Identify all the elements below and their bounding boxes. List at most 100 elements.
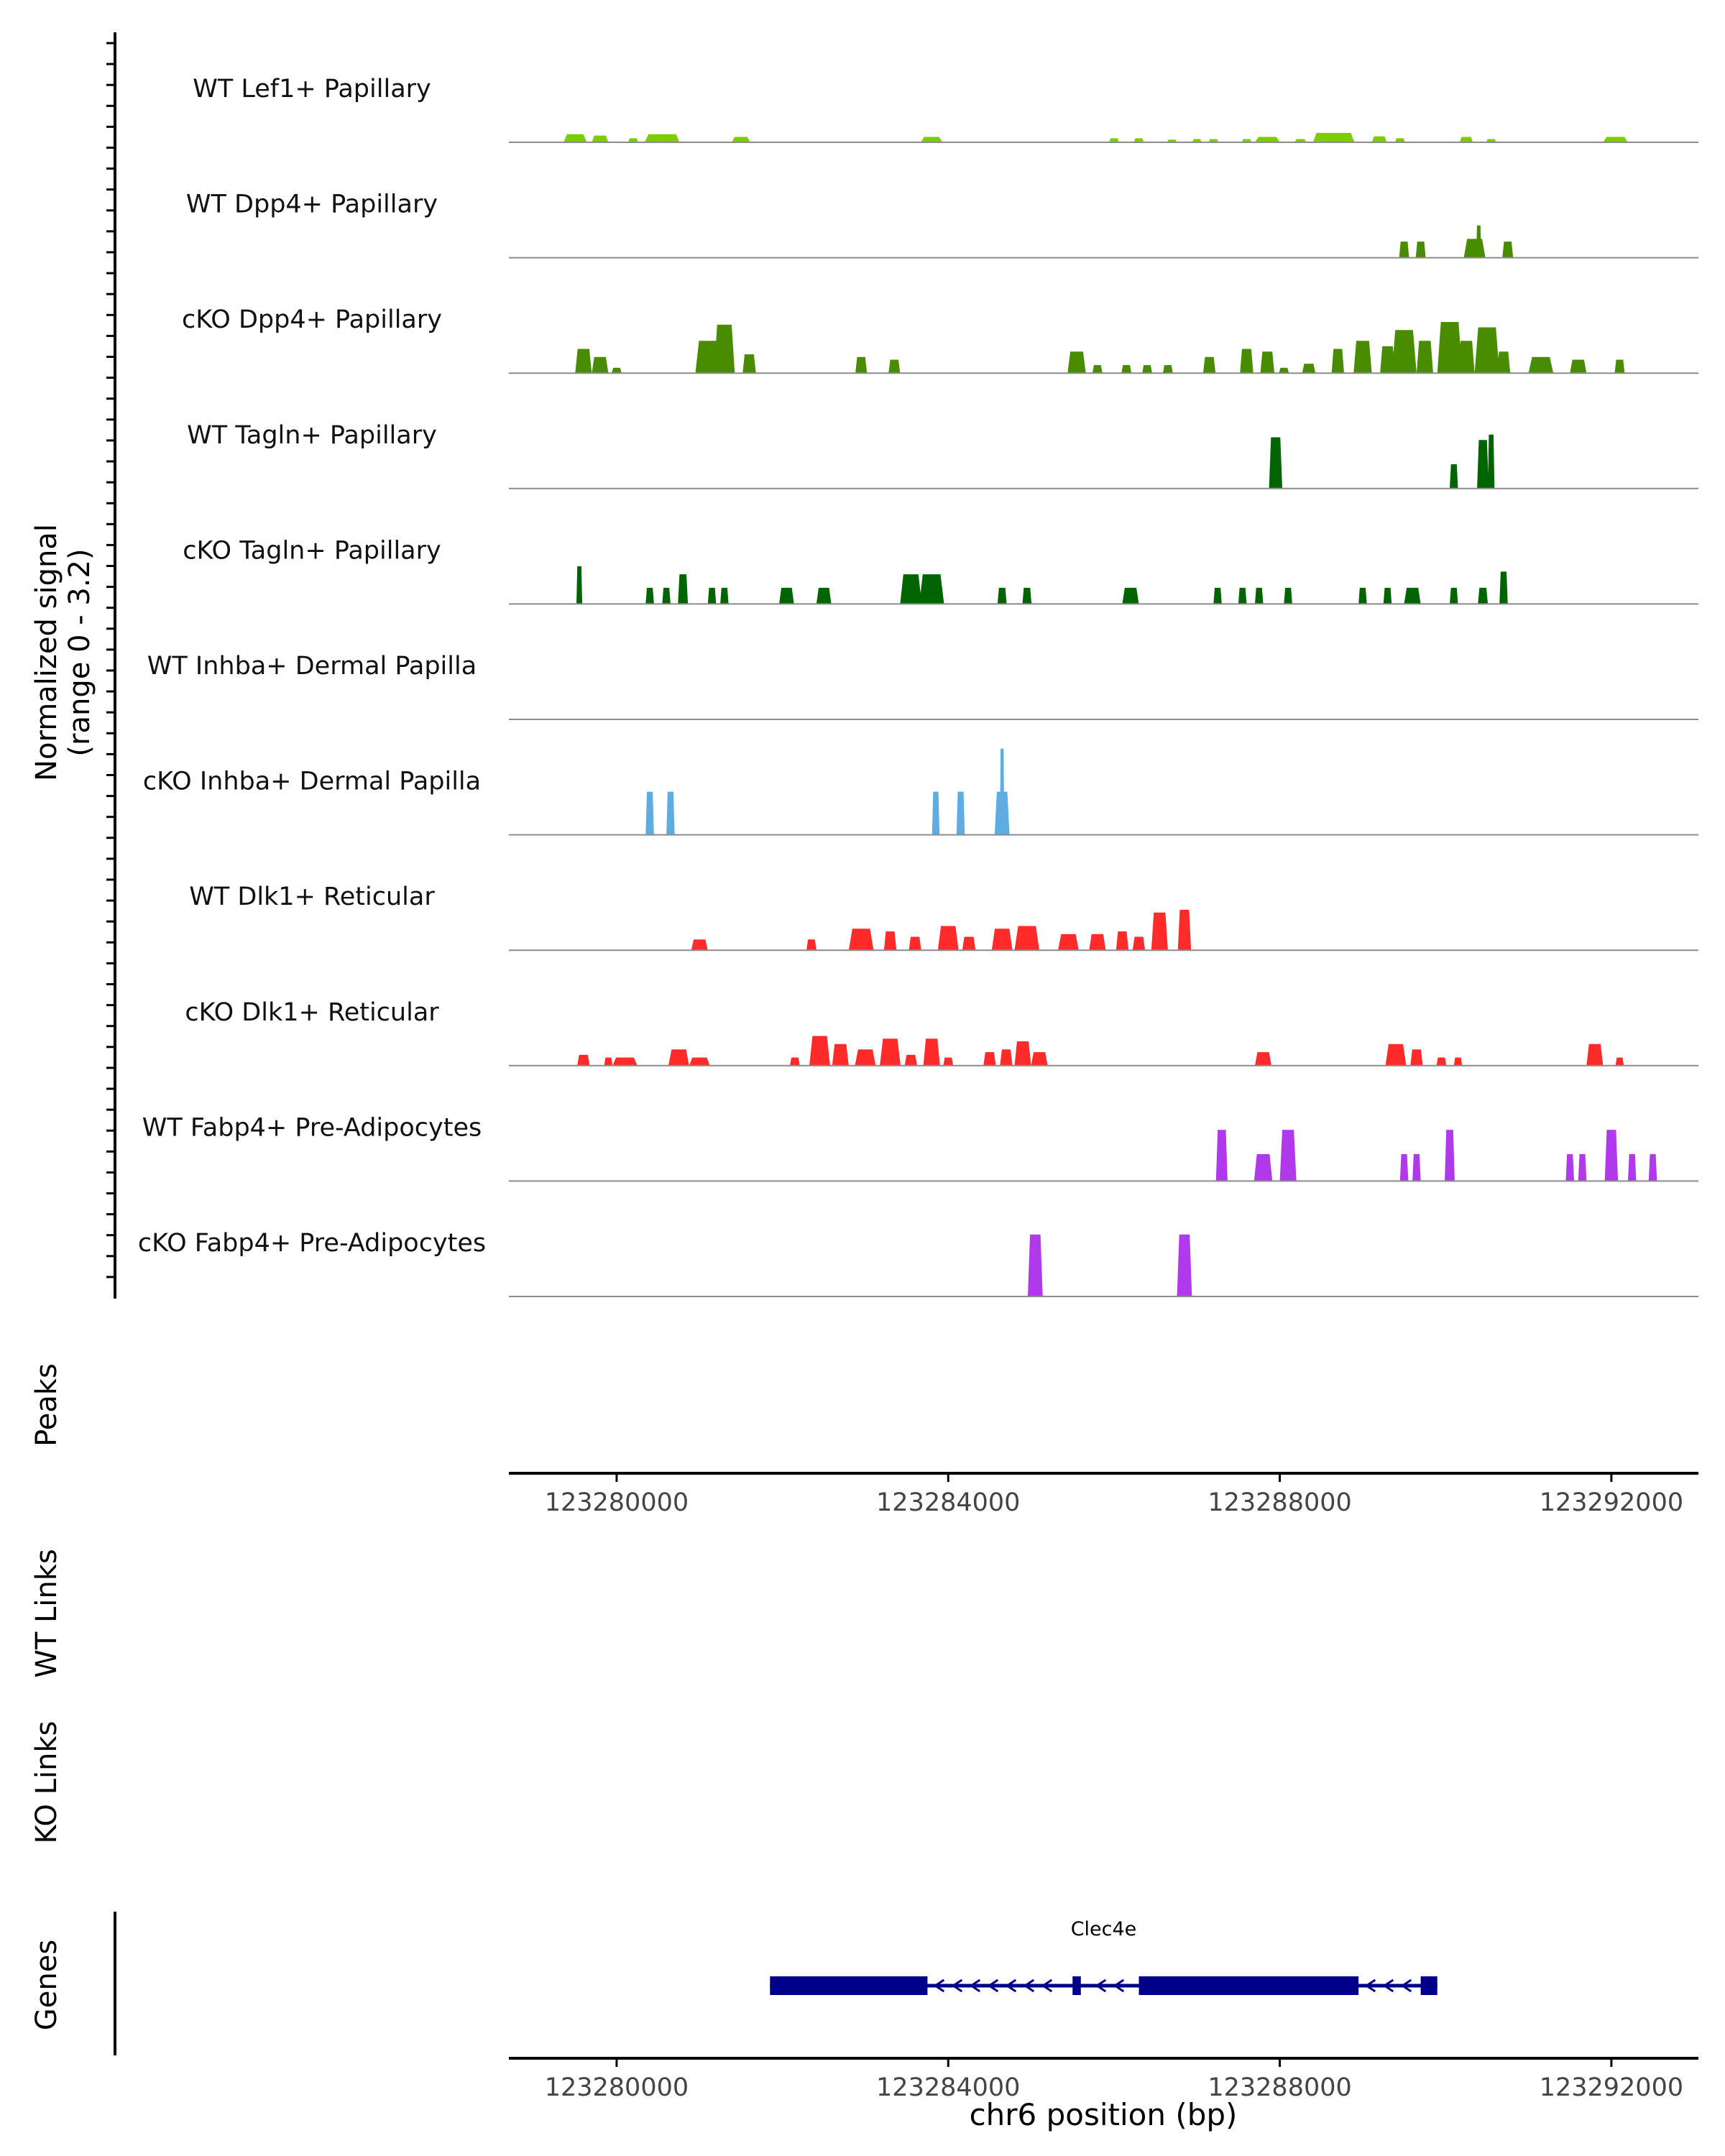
signal-peak — [1358, 587, 1367, 604]
signal-peak — [732, 137, 750, 142]
signal-peak — [1254, 587, 1264, 604]
track-1: WT Lef1+ Papillary — [193, 75, 1698, 143]
signal-peak — [900, 574, 922, 604]
signal-peak — [1312, 132, 1355, 142]
signal-peak — [1380, 346, 1395, 374]
signal-peak — [1202, 356, 1216, 374]
signal-peak — [1648, 1153, 1657, 1181]
track-5: cKO Tagln+ Papillary — [183, 536, 1698, 605]
signal-peak — [991, 929, 1013, 951]
strand-arrow — [1382, 1978, 1394, 1993]
signal-peak — [1528, 356, 1554, 374]
signal-peak — [1450, 464, 1458, 489]
gene-model: Clec4e — [770, 1918, 1438, 1995]
signal-peak — [789, 1057, 800, 1066]
signal-peak — [1404, 587, 1421, 604]
gene-name: Clec4e — [1071, 1918, 1137, 1940]
signal-peak — [1031, 1052, 1048, 1066]
signal-peak — [1371, 136, 1387, 142]
track-label: WT Dpp4+ Papillary — [186, 190, 438, 219]
gene-exon — [1420, 1976, 1438, 1995]
signal-peak — [983, 1052, 996, 1066]
signal-peak — [1385, 1044, 1407, 1066]
signal-peak — [1453, 1057, 1463, 1066]
signal-peak — [1254, 1052, 1272, 1066]
signal-peak — [997, 587, 1007, 604]
signal-peak — [1215, 1130, 1228, 1181]
signal-peak — [1496, 351, 1511, 374]
signal-peak — [628, 138, 638, 142]
signal-peak — [904, 1054, 918, 1066]
signal-peak — [604, 1057, 613, 1066]
track-7: cKO Inhba+ Dermal Papilla — [143, 748, 1698, 836]
signal-peak — [678, 574, 689, 604]
strand-arrow — [1364, 1978, 1376, 1993]
signal-peak — [612, 1057, 638, 1066]
peaks-track-label: Peaks — [30, 1363, 63, 1447]
signal-peak — [880, 1038, 901, 1066]
signal-peak — [645, 791, 654, 835]
signal-peak — [1502, 241, 1514, 258]
track-8: WT Dlk1+ Reticular — [189, 883, 1698, 952]
signal-peak — [809, 1036, 830, 1066]
signal-peak — [1241, 139, 1252, 142]
signal-peak — [1565, 1153, 1575, 1181]
signal-peak — [1192, 139, 1202, 142]
genes-track-label: Genes — [30, 1940, 63, 2030]
signal-peak — [855, 1049, 876, 1066]
signal-peak — [1240, 349, 1254, 374]
signal-peak — [1000, 748, 1005, 835]
signal-peak — [1445, 1130, 1455, 1181]
signal-peak — [1092, 364, 1103, 374]
signal-peak — [1499, 571, 1508, 604]
track-label: cKO Dlk1+ Reticular — [185, 998, 439, 1027]
signal-peak — [888, 359, 901, 374]
signal-axis — [106, 32, 116, 1299]
signal-peak — [1108, 138, 1119, 142]
signal-peak — [1399, 241, 1409, 258]
signal-peak — [1627, 1153, 1637, 1181]
signal-peak — [1027, 1234, 1043, 1296]
signal-peak — [714, 324, 735, 374]
track-11: cKO Fabp4+ Pre-Adipocytes — [138, 1229, 1698, 1297]
signal-peak — [1254, 137, 1280, 142]
signal-peak — [1121, 364, 1132, 374]
signal-peak — [1000, 1049, 1013, 1066]
signal-peak — [1437, 321, 1463, 374]
signal-peak — [695, 341, 721, 374]
track-label: cKO Fabp4+ Pre-Adipocytes — [138, 1229, 486, 1258]
x-tick-label: 123284000 — [876, 2073, 1020, 2102]
strand-arrow — [1113, 1978, 1125, 1993]
x-axis-genes: 123280000 123284000 123288000 123292000 — [509, 2057, 1698, 2102]
signal-peak — [1415, 241, 1426, 258]
signal-peak — [577, 1054, 590, 1066]
signal-peak — [1399, 1153, 1409, 1181]
signal-peak — [1177, 1234, 1192, 1296]
signal-axis-label-range: (range 0 - 3.2) — [63, 548, 96, 756]
strand-arrow — [969, 1978, 981, 1993]
signal-peak — [937, 926, 959, 951]
signal-peak — [1474, 327, 1500, 374]
signal-peak — [1331, 349, 1344, 374]
signal-peak — [1279, 367, 1289, 374]
signal-peak — [1353, 341, 1372, 374]
signal-peak — [962, 936, 976, 951]
strand-arrow — [1400, 1978, 1412, 1993]
signal-peak — [1394, 138, 1405, 142]
signal-peak — [668, 1049, 689, 1066]
coverage-tracks: WT Lef1+ Papillary WT Dpp4+ Papillary cKO … — [138, 75, 1698, 1297]
track-4: WT Tagln+ Papillary — [187, 421, 1698, 489]
signal-peak — [1260, 351, 1275, 374]
signal-peak — [919, 574, 944, 604]
signal-peak — [1486, 139, 1496, 142]
signal-peak — [1284, 587, 1292, 604]
track-label: WT Fabp4+ Pre-Adipocytes — [142, 1113, 482, 1142]
signal-peak — [1254, 1153, 1273, 1181]
track-label: WT Dlk1+ Reticular — [189, 883, 435, 911]
track-label: WT Tagln+ Papillary — [187, 421, 437, 450]
gene-exon — [770, 1976, 928, 1995]
signal-peak — [645, 134, 680, 142]
signal-peak — [943, 1057, 954, 1066]
strand-arrow — [1041, 1978, 1053, 1993]
